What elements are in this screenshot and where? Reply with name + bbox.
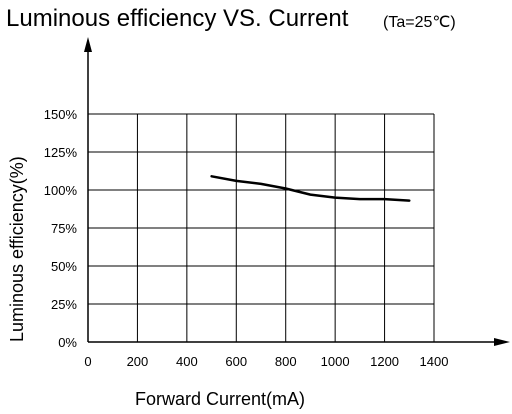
series-line-0 <box>210 175 411 202</box>
x-tick-label: 200 <box>127 354 149 369</box>
y-tick-label: 125% <box>44 145 78 160</box>
y-tick-label: 75% <box>51 221 77 236</box>
x-tick-labels: 0 200 400 600 800 1000 1200 1400 <box>84 354 448 369</box>
x-tick-label: 400 <box>176 354 198 369</box>
x-axis-label: Forward Current(mA) <box>135 389 305 409</box>
chart-title: Luminous efficiency VS. Current <box>6 5 349 32</box>
x-tick-label: 600 <box>225 354 247 369</box>
grid <box>88 113 435 342</box>
x-axis-arrow <box>494 338 510 346</box>
y-tick-label: 25% <box>51 297 77 312</box>
axes <box>84 37 510 346</box>
y-axis-arrow <box>84 37 92 52</box>
y-axis-label: Luminous efficiency(%) <box>7 156 27 342</box>
y-tick-label: 150% <box>44 107 78 122</box>
x-tick-label: 1200 <box>370 354 399 369</box>
y-tick-label: 0% <box>58 335 77 350</box>
x-tick-label: 0 <box>84 354 91 369</box>
x-tick-label: 800 <box>275 354 297 369</box>
x-tick-label: 1000 <box>321 354 350 369</box>
y-tick-label: 100% <box>44 183 78 198</box>
chart-subtitle: (Ta=25℃) <box>383 14 456 31</box>
y-tick-label: 50% <box>51 259 77 274</box>
series-group <box>210 175 411 202</box>
y-tick-labels: 0% 25% 50% 75% 100% 125% 150% <box>44 107 78 350</box>
x-tick-label: 1400 <box>420 354 449 369</box>
